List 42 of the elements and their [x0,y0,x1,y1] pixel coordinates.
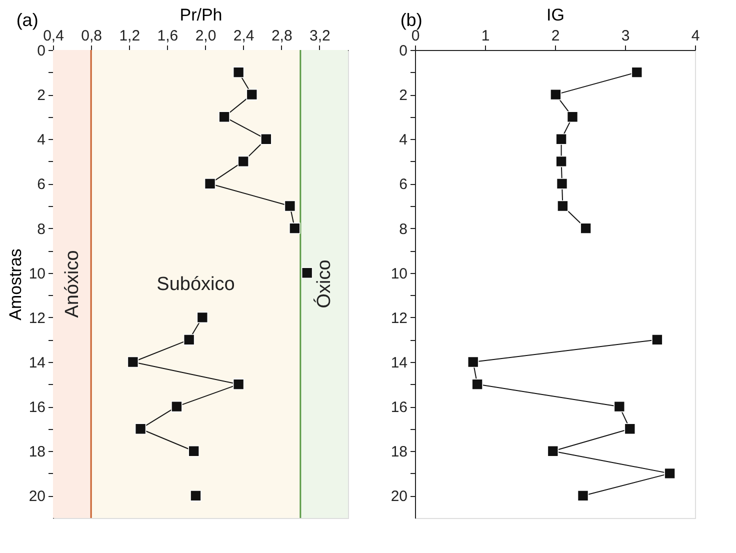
band-label: Subóxico [156,274,235,295]
y-tick-label: 2 [399,87,408,104]
y-tick-label: 0 [399,42,408,60]
x-axis-title: IG [546,6,564,24]
x-tick-label: 3,2 [310,28,330,44]
y-tick-label: 16 [390,399,408,416]
y-tick-label: 12 [28,310,46,327]
y-tick-label: 6 [399,176,408,194]
y-tick-label: 18 [390,444,408,461]
y-tick-label: 8 [37,220,46,238]
y-tick-label: 12 [390,310,408,327]
x-tick-label: 3 [621,28,630,44]
y-tick-label: 18 [28,444,46,461]
y-tick-label: 6 [37,176,46,194]
y-tick-label: 20 [390,488,408,506]
y-tick-label: 14 [390,354,408,372]
y-tick-label: 4 [399,132,408,149]
x-tick-label: 1 [481,28,490,44]
y-tick-label: 20 [28,488,46,506]
y-tick-label: 16 [28,399,46,416]
y-tick-label: 10 [390,265,408,282]
y-tick-label: 2 [37,87,46,104]
x-tick-label: 2 [551,28,560,44]
band-label: Óxico [313,260,336,308]
x-tick-label: 1,2 [119,28,140,44]
y-tick-label: 8 [399,220,408,238]
chart-title: (b) [400,10,422,30]
y-tick-label: 4 [37,132,46,149]
x-tick-label: 0,8 [81,28,102,44]
y-tick-label: 0 [37,42,46,60]
x-tick-label: 1,6 [157,28,178,44]
y-axis-title: Amostras [6,248,25,320]
x-tick-label: 2,4 [233,28,254,44]
x-tick-label: 4 [691,28,700,44]
x-tick-label: 2,8 [271,28,292,44]
y-tick-label: 10 [28,265,46,282]
x-axis-title: Pr/Ph [180,6,222,24]
x-tick-label: 0,4 [43,28,64,44]
y-tick-label: 14 [28,354,46,372]
chart-title: (a) [16,10,38,30]
x-tick-label: 2,0 [195,28,216,44]
band-label: Anóxico [62,250,84,318]
